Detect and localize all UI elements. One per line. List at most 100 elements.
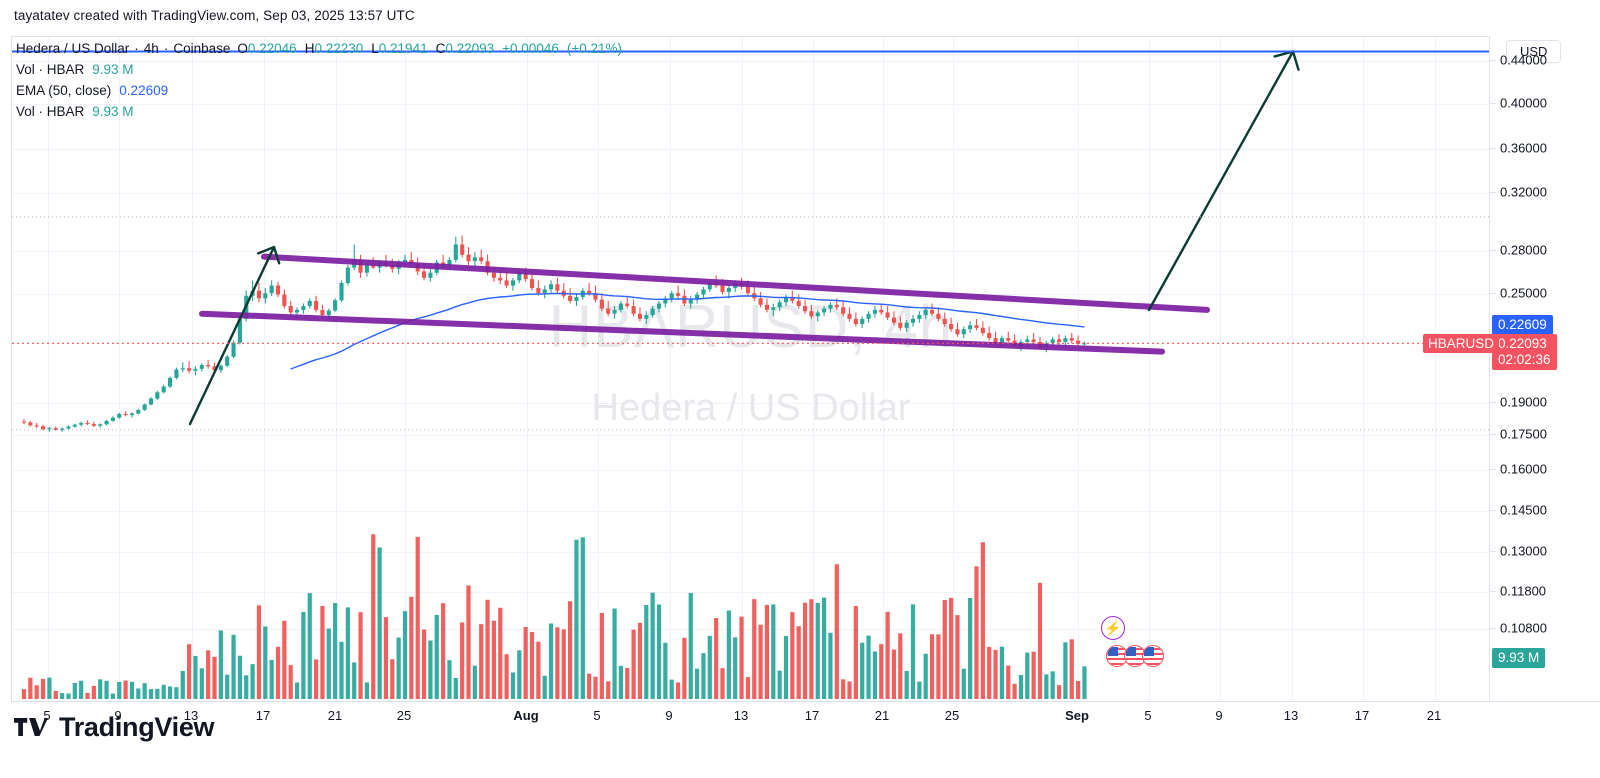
gridline-vertical (527, 37, 528, 701)
candle (777, 299, 782, 312)
legend-symbol-title[interactable]: Hedera / US Dollar (16, 41, 130, 56)
low-label: L (371, 41, 379, 56)
candle (771, 303, 776, 317)
candle (79, 421, 84, 427)
candle (529, 272, 535, 291)
volume-bar (415, 536, 420, 699)
volume-bar (333, 603, 338, 699)
volume-bar (904, 670, 909, 699)
volume-bar (1069, 639, 1074, 699)
us-flag-event-icon[interactable] (1124, 645, 1146, 667)
price-axis[interactable]: USD 0.44000 0.40000 0.36000 0.32000 0.28000 0… (1489, 36, 1600, 701)
gridline-vertical (1435, 37, 1436, 701)
candle (561, 282, 566, 299)
currency-unit-button[interactable]: USD (1506, 40, 1562, 63)
volume-bar (910, 604, 916, 699)
legend-sep-1: · (134, 41, 139, 56)
open-value: 0.22046 (247, 41, 297, 56)
close-value: 0.22093 (445, 41, 495, 56)
candle (161, 384, 166, 394)
volume-bar (720, 668, 725, 699)
candle (809, 304, 814, 319)
volume-bar (771, 604, 776, 699)
volume-bar (917, 681, 922, 699)
candle (460, 235, 465, 258)
price-axis-tick: 0.32000 (1500, 184, 1547, 200)
bolt-icon[interactable]: ⚡ (1101, 616, 1125, 640)
ema-indicator-name: EMA (50, close) (16, 83, 112, 98)
candle (1082, 341, 1087, 346)
volume-bar (923, 653, 928, 699)
gridline-vertical (1220, 37, 1221, 701)
candle (155, 390, 160, 400)
candle (879, 303, 884, 316)
candle (339, 280, 344, 303)
gridline-vertical (1292, 37, 1293, 701)
volume-bar (802, 602, 808, 699)
volume-bar (187, 644, 192, 699)
chart-pane[interactable]: HBARUSD, 4h Hedera / US Dollar (11, 36, 1489, 701)
candle (41, 424, 46, 431)
candle (555, 277, 560, 294)
legend-low: L0.21941 (371, 38, 427, 59)
candle (199, 363, 204, 372)
legend-main-row[interactable]: Hedera / US Dollar · 4h · Coinbase O0.22… (16, 38, 622, 59)
candle (695, 291, 700, 304)
lower-channel-trendline (199, 310, 1165, 355)
volume-bar (656, 604, 662, 699)
candle (682, 289, 687, 307)
volume-bar (28, 677, 33, 699)
candle (91, 421, 96, 427)
volume-bar (161, 684, 166, 699)
volume-bar (593, 676, 598, 699)
candle (764, 298, 769, 313)
ema-50-line (290, 292, 1085, 370)
us-flag-event-icon[interactable] (1142, 645, 1164, 667)
candle (669, 290, 674, 303)
volume-bar (936, 634, 941, 699)
candle (148, 397, 154, 406)
candle (358, 254, 363, 278)
candle (841, 300, 846, 317)
legend-change-abs: +0.00046 (502, 41, 559, 56)
volume-bar (479, 624, 484, 699)
time-axis-tick: 9 (665, 708, 673, 723)
volume-bar (155, 688, 160, 699)
legend-ema-row[interactable]: EMA (50, close) 0.22609 (16, 80, 622, 101)
price-axis-tick: 0.11800 (1500, 583, 1547, 599)
price-tick-mark (1490, 60, 1496, 61)
legend-interval[interactable]: 4h (143, 41, 159, 56)
low-value: 0.21941 (378, 41, 428, 56)
candle (904, 320, 909, 332)
gridline-vertical (883, 37, 884, 701)
price-tick-mark (1490, 469, 1496, 470)
volume-bar (834, 564, 839, 699)
volume-bar (434, 614, 439, 699)
legend-volume-row-1[interactable]: Vol · HBAR 9.93 M (16, 59, 622, 80)
time-axis[interactable]: 5 9 13 17 21 25 Aug 5 9 13 17 21 25 Sep 5 9 13 17 21 (11, 701, 1600, 731)
time-axis-tick: 13 (1283, 708, 1299, 723)
legend-volume-row-2[interactable]: Vol · HBAR 9.93 M (16, 101, 622, 122)
volume-bar (866, 635, 871, 699)
candle (663, 295, 668, 308)
volume-bar (53, 690, 58, 699)
candle (866, 311, 871, 323)
volume-bar (193, 656, 198, 699)
impulse-arrow-past (188, 245, 281, 426)
chart-plot-layer (12, 50, 1489, 699)
legend-exchange[interactable]: Coinbase (173, 41, 231, 56)
volume-bar (326, 628, 331, 699)
volume-indicator-name: Vol · HBAR (16, 62, 85, 77)
candle (314, 295, 319, 313)
volume-bar (225, 674, 230, 699)
volume-bar (974, 566, 979, 699)
price-tick-mark (1490, 293, 1496, 294)
candle (72, 423, 77, 428)
volume-bar (212, 656, 217, 699)
time-axis-tick: 25 (396, 708, 412, 723)
volume-bar (568, 601, 573, 699)
candle (345, 265, 350, 286)
volume-bar (580, 537, 585, 699)
volume-bar (421, 629, 427, 699)
volume-bar (237, 655, 242, 699)
